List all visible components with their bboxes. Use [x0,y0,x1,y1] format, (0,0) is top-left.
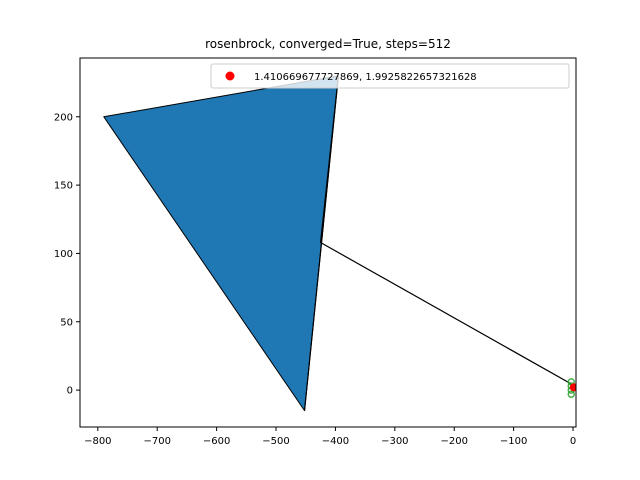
y-tick-label: 100 [54,249,73,260]
x-tick-label: −700 [143,436,170,447]
legend: 1.410669677727869, 1.9925822657321628 [210,63,570,89]
endpoint-marker-3 [567,390,575,398]
axes-frame [79,57,577,428]
plot-area: −800 −700 −600 −500 −400 −300 −200 −100 0 0 50 100… [54,57,577,447]
x-axis: −800 −700 −600 −500 −400 −300 −200 −100 0 [84,427,576,447]
legend-marker [225,71,235,81]
legend-box [210,63,570,89]
y-tick-label: 200 [54,112,73,123]
legend-label: 1.410669677727869, 1.9925822657321628 [254,72,477,83]
x-tick-label: −100 [500,436,527,447]
series-point-0-0 [569,383,576,392]
x-tick-label: −400 [322,436,349,447]
chart-title: rosenbrock, converged=True, steps=512 [205,37,451,51]
x-tick-label: −300 [381,436,408,447]
x-tick-label: −500 [262,436,289,447]
series-points [569,383,576,392]
optimizer-path-line [303,75,575,411]
x-tick-label: 0 [570,436,576,447]
y-axis: 0 50 100 150 200 [54,112,80,397]
y-tick-label: 50 [60,317,73,328]
y-tick-label: 0 [67,386,73,397]
simplex-polygon [103,75,339,412]
x-tick-label: −200 [440,436,467,447]
x-tick-label: −800 [84,436,111,447]
x-tick-label: −600 [203,436,230,447]
y-tick-label: 150 [54,181,73,192]
